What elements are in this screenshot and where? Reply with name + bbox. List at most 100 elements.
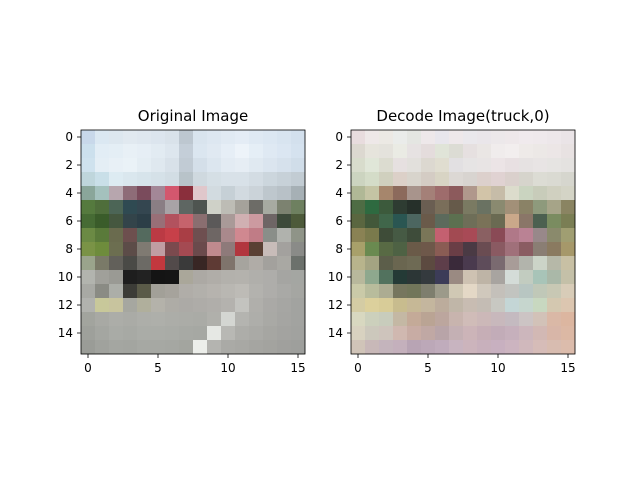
original-pixel-cell — [193, 312, 208, 327]
original-pixel-cell — [81, 326, 96, 341]
decode-pixel-cell — [477, 326, 492, 341]
original-pixel-cell — [277, 312, 292, 327]
original-pixel-cell — [179, 340, 194, 355]
original-pixel-cell — [179, 242, 194, 257]
original-pixel-cell — [95, 256, 110, 271]
original-pixel-cell — [151, 284, 166, 299]
original-pixel-cell — [109, 242, 124, 257]
decode-pixel-cell — [505, 284, 520, 299]
decode-pixel-cell — [547, 298, 562, 313]
decode-pixel-cell — [365, 228, 380, 243]
decode-pixel-cell — [379, 340, 394, 355]
original-pixel-cell — [277, 186, 292, 201]
decode-pixel-cell — [421, 130, 436, 145]
original-pixel-cell — [193, 158, 208, 173]
original-pixel-cell — [249, 326, 264, 341]
original-pixel-cell — [235, 228, 250, 243]
decode-pixel-cell — [351, 256, 366, 271]
original-pixel-cell — [109, 130, 124, 145]
original-pixel-cell — [235, 298, 250, 313]
decode-pixel-cell — [407, 340, 422, 355]
original-pixel-cell — [235, 158, 250, 173]
decode-pixel-cell — [533, 340, 548, 355]
original-pixel-cell — [221, 200, 236, 215]
original-pixel-cell — [291, 270, 306, 285]
decode-pixel-cell — [547, 158, 562, 173]
original-pixel-cell — [221, 298, 236, 313]
original-pixel-cell — [277, 242, 292, 257]
original-pixel-cell — [193, 214, 208, 229]
decode-pixel-cell — [379, 214, 394, 229]
original-pixel-cell — [193, 284, 208, 299]
decode-pixel-cell — [421, 242, 436, 257]
decode-x-tick-label: 0 — [354, 361, 362, 375]
decode-pixel-cell — [547, 186, 562, 201]
original-pixel-cell — [137, 172, 152, 187]
original-y-tick-label: 8 — [65, 242, 73, 256]
original-pixel-cell — [235, 144, 250, 159]
original-pixel-cell — [221, 340, 236, 355]
original-pixel-cell — [137, 228, 152, 243]
original-pixel-cell — [235, 270, 250, 285]
decode-pixel-cell — [491, 144, 506, 159]
original-pixel-cell — [207, 172, 222, 187]
original-pixel-cell — [109, 312, 124, 327]
original-pixel-cell — [109, 158, 124, 173]
decode-pixel-cell — [393, 284, 408, 299]
original-pixel-cell — [95, 214, 110, 229]
original-pixel-cell — [277, 228, 292, 243]
decode-pixel-cell — [435, 242, 450, 257]
original-pixel-cell — [151, 186, 166, 201]
decode-pixel-cell — [533, 270, 548, 285]
decode-pixel-cell — [351, 200, 366, 215]
decode-pixel-cell — [365, 256, 380, 271]
original-pixel-cell — [263, 214, 278, 229]
original-pixel-cell — [221, 158, 236, 173]
original-pixel-cell — [263, 298, 278, 313]
original-pixel-cell — [165, 312, 180, 327]
decode-pixel-cell — [351, 130, 366, 145]
original-pixel-cell — [249, 172, 264, 187]
decode-pixel-cell — [491, 186, 506, 201]
original-pixel-cell — [207, 186, 222, 201]
decode-pixel-cell — [421, 340, 436, 355]
decode-pixel-cell — [561, 228, 576, 243]
original-pixel-cell — [263, 340, 278, 355]
original-pixel-cell — [221, 144, 236, 159]
decode-pixel-cell — [547, 312, 562, 327]
decode-pixel-cell — [519, 298, 534, 313]
original-pixel-cell — [193, 340, 208, 355]
decode-pixel-cell — [477, 186, 492, 201]
original-pixel-cell — [95, 172, 110, 187]
decode-pixel-cell — [477, 144, 492, 159]
original-pixel-cell — [123, 228, 138, 243]
decode-pixel-cell — [393, 214, 408, 229]
decode-pixel-cell — [435, 200, 450, 215]
decode-pixel-cell — [379, 298, 394, 313]
decode-pixel-cell — [407, 326, 422, 341]
original-pixel-cell — [95, 326, 110, 341]
original-pixel-cell — [109, 144, 124, 159]
original-pixel-cell — [151, 144, 166, 159]
original-pixel-cell — [263, 186, 278, 201]
decode-pixel-cell — [547, 256, 562, 271]
decode-pixel-cell — [519, 228, 534, 243]
decode-pixel-cell — [519, 186, 534, 201]
original-pixel-cell — [277, 256, 292, 271]
decode-pixel-cell — [505, 298, 520, 313]
decode-pixel-cell — [533, 242, 548, 257]
decode-pixel-cell — [421, 200, 436, 215]
original-pixel-cell — [123, 214, 138, 229]
decode-pixel-cell — [463, 130, 478, 145]
original-pixel-cell — [123, 158, 138, 173]
original-pixel-cell — [263, 270, 278, 285]
original-pixel-cell — [263, 172, 278, 187]
decode-pixel-cell — [449, 298, 464, 313]
decode-pixel-cell — [477, 256, 492, 271]
decode-pixel-cell — [449, 326, 464, 341]
decode-pixel-cell — [407, 256, 422, 271]
original-pixel-cell — [165, 284, 180, 299]
original-pixel-cell — [151, 158, 166, 173]
original-pixel-cell — [109, 340, 124, 355]
decode-pixel-cell — [533, 312, 548, 327]
